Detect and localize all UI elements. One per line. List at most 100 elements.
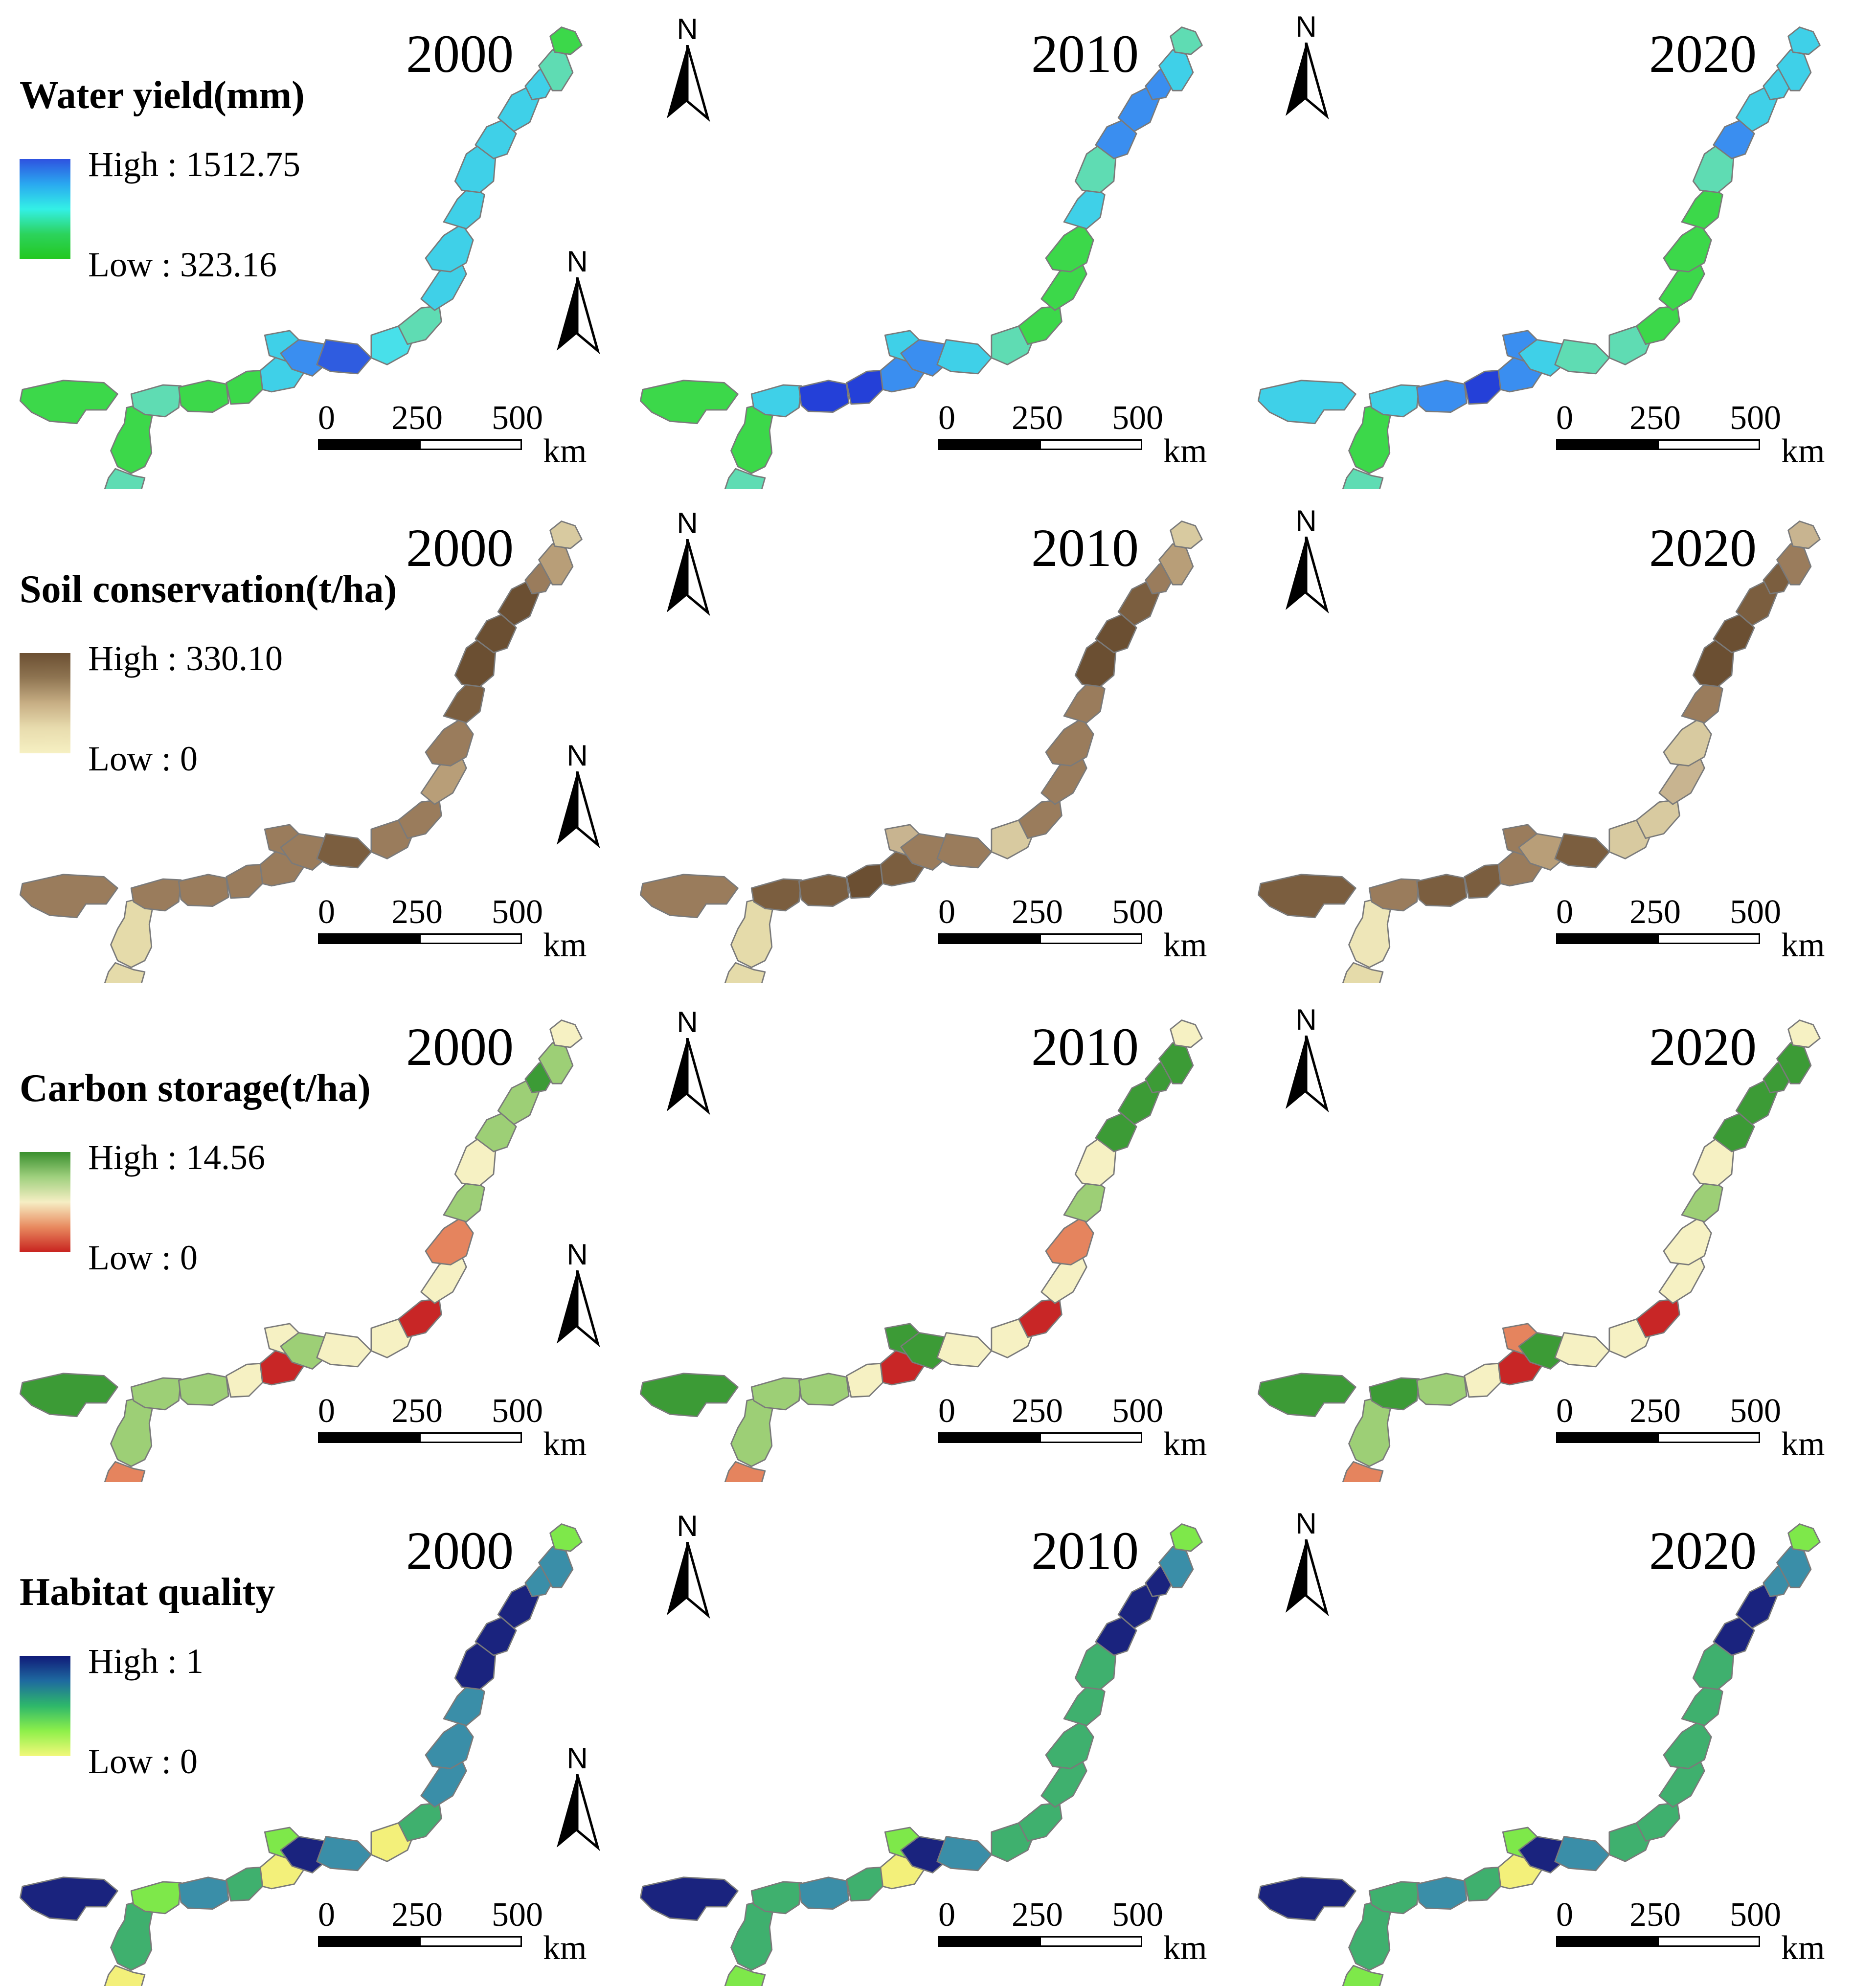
map-region bbox=[1095, 119, 1137, 159]
map-region bbox=[1464, 370, 1502, 405]
map-region bbox=[1063, 1682, 1106, 1726]
map-region bbox=[454, 1639, 497, 1690]
map-region bbox=[1018, 305, 1062, 345]
north-arrow-dark-half bbox=[667, 539, 687, 612]
map-year-title: 2010 bbox=[1031, 518, 1139, 578]
legend-color-ramp bbox=[20, 1152, 70, 1252]
map-region bbox=[1158, 543, 1194, 586]
map-region bbox=[1636, 1298, 1680, 1338]
scale-unit-label: km bbox=[1781, 1425, 1825, 1463]
scale-bar: 0 250 500 km bbox=[938, 895, 1207, 969]
map-year-title: 2000 bbox=[406, 518, 514, 578]
map-region bbox=[130, 878, 182, 912]
north-arrow-dark-half bbox=[557, 1774, 577, 1848]
map-region bbox=[398, 1298, 442, 1338]
map-region bbox=[1681, 1682, 1723, 1726]
map-region bbox=[936, 1332, 993, 1368]
map-region bbox=[1095, 613, 1137, 654]
map-region bbox=[1554, 1332, 1610, 1368]
legend-high-label: High : 1512.75 bbox=[88, 145, 301, 184]
map-region bbox=[1040, 257, 1087, 311]
map-region bbox=[226, 1363, 264, 1398]
scale-unit-label: km bbox=[1163, 432, 1207, 470]
map-region bbox=[1257, 380, 1356, 425]
legend-high-label: High : 1 bbox=[88, 1642, 204, 1681]
scale-bar: 0 250 500 km bbox=[1556, 1898, 1825, 1971]
region-map bbox=[1257, 520, 1821, 983]
map-region bbox=[1636, 799, 1680, 839]
scale-unit-label: km bbox=[1163, 926, 1207, 964]
map-region bbox=[1342, 962, 1384, 983]
map-region bbox=[1342, 468, 1384, 489]
north-arrow-icon bbox=[1286, 1539, 1329, 1617]
map-year-title: 2010 bbox=[1031, 1017, 1139, 1077]
map-region bbox=[420, 1754, 467, 1808]
north-arrow-icon bbox=[667, 539, 710, 616]
scale-unit-label: km bbox=[543, 432, 587, 470]
scale-bar-empty-segment bbox=[1657, 1432, 1760, 1443]
map-region bbox=[178, 380, 229, 413]
scale-bar-filled-segment bbox=[1556, 439, 1659, 450]
map-region bbox=[226, 1867, 264, 1902]
scale-tick-label: 500 bbox=[1112, 893, 1163, 931]
map-region bbox=[1663, 1720, 1712, 1769]
map-region bbox=[1368, 1377, 1420, 1411]
map-region bbox=[846, 864, 884, 899]
scale-bar: 0 250 500 km bbox=[318, 401, 587, 474]
map-region bbox=[1368, 384, 1420, 418]
north-arrow-dark-half bbox=[1286, 537, 1306, 610]
scale-bar-empty-segment bbox=[1040, 1936, 1142, 1947]
scale-tick-label: 250 bbox=[1629, 893, 1681, 931]
scale-bar-filled-segment bbox=[938, 1936, 1041, 1947]
map-region bbox=[1095, 1112, 1137, 1152]
map-region bbox=[639, 380, 739, 425]
scale-tick-label: 500 bbox=[1112, 1896, 1163, 1934]
scale-bar-filled-segment bbox=[318, 1936, 421, 1947]
north-arrow: N bbox=[1277, 1005, 1335, 1113]
north-arrow-icon bbox=[1286, 1036, 1329, 1113]
map-region bbox=[798, 1373, 850, 1406]
north-arrow-icon bbox=[667, 45, 710, 122]
map-region bbox=[1735, 1078, 1778, 1125]
map-region bbox=[936, 1836, 993, 1872]
legend-high-label: High : 14.56 bbox=[88, 1138, 266, 1177]
map-region bbox=[1040, 751, 1087, 805]
map-year-title: 2020 bbox=[1649, 518, 1757, 578]
map-region bbox=[443, 185, 485, 229]
map-region bbox=[846, 1363, 884, 1398]
map-region bbox=[538, 543, 574, 586]
map-region bbox=[936, 339, 993, 375]
north-arrow-dark-half bbox=[557, 1270, 577, 1344]
map-region bbox=[549, 1523, 583, 1552]
map-region bbox=[1776, 1546, 1812, 1588]
map-region bbox=[1776, 1042, 1812, 1084]
north-arrow-icon bbox=[667, 1542, 710, 1619]
map-region bbox=[1045, 1720, 1094, 1769]
region-map bbox=[19, 1019, 583, 1482]
map-region bbox=[538, 1546, 574, 1588]
map-region bbox=[1045, 223, 1094, 272]
scale-bar: 0 250 500 km bbox=[938, 401, 1207, 474]
map-region bbox=[316, 339, 372, 375]
legend-low-label: Low : 0 bbox=[88, 1238, 198, 1277]
map-region bbox=[130, 384, 182, 418]
scale-tick-label: 250 bbox=[1012, 1392, 1063, 1430]
map-region bbox=[1074, 1135, 1117, 1186]
scale-bar-filled-segment bbox=[938, 933, 1041, 944]
scale-tick-label: 500 bbox=[492, 893, 543, 931]
map-region bbox=[798, 1876, 850, 1910]
scale-bar-filled-segment bbox=[938, 1432, 1041, 1443]
north-arrow-dark-half bbox=[557, 277, 577, 351]
legend-low-label: Low : 0 bbox=[88, 739, 198, 778]
north-arrow: N bbox=[658, 1008, 717, 1115]
scale-tick-label: 500 bbox=[492, 399, 543, 437]
scale-bar: 0 250 500 km bbox=[318, 1898, 587, 1971]
north-arrow-light-half bbox=[576, 771, 600, 849]
scale-tick-label: 0 bbox=[938, 1392, 955, 1430]
scale-bar-empty-segment bbox=[419, 1432, 522, 1443]
map-region bbox=[104, 962, 146, 983]
map-region bbox=[420, 751, 467, 805]
north-arrow-dark-half bbox=[667, 1542, 687, 1615]
map-region bbox=[1117, 579, 1160, 626]
north-arrow-light-half bbox=[686, 539, 710, 616]
